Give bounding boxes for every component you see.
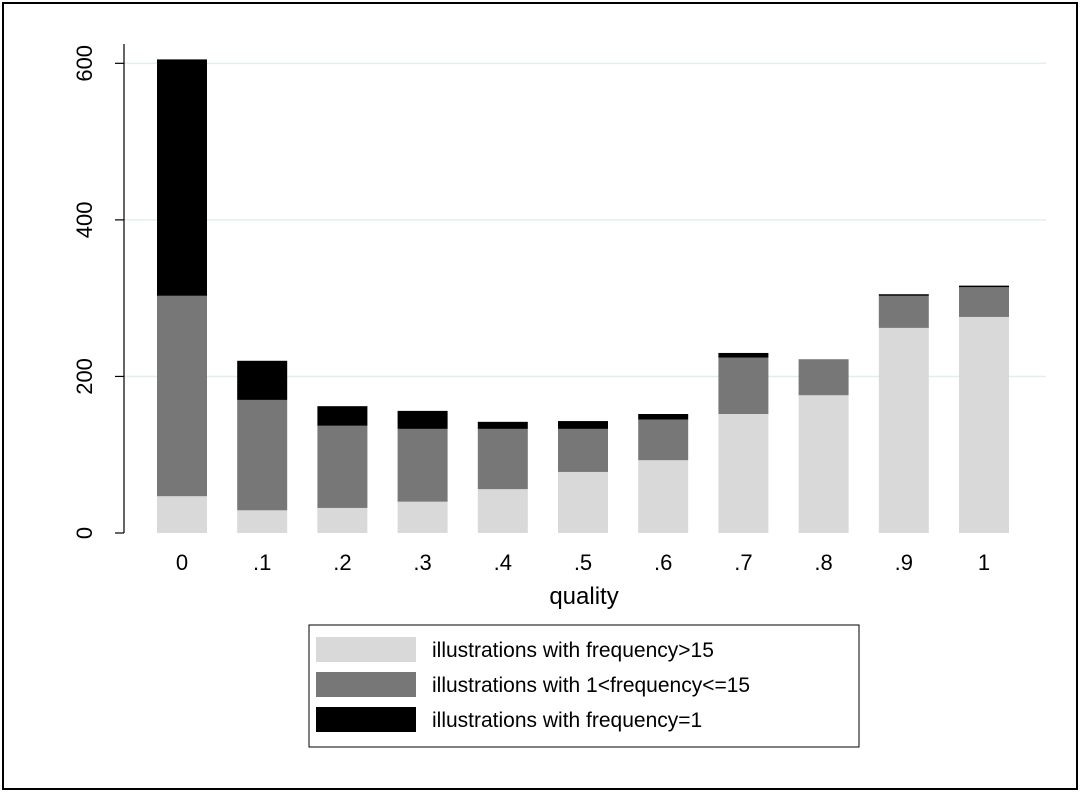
bars <box>157 59 1009 533</box>
bar-segment-s2-7 <box>718 357 769 415</box>
x-tick-label: .2 <box>333 550 351 575</box>
x-axis-ticks: 0 .1 .2 .3 .4 .5 .6 .7 .8 .9 1 <box>176 550 990 575</box>
x-tick-label: .9 <box>895 550 913 575</box>
bar-segment-s1-3 <box>397 501 448 533</box>
bar-segment-s3-2 <box>317 406 368 426</box>
bar-segment-s1-6 <box>638 460 689 533</box>
bar-segment-s3-6 <box>638 414 689 420</box>
bar-segment-s3-0 <box>157 59 207 296</box>
y-tick-label: 200 <box>72 358 97 395</box>
bar-segment-s1-7 <box>718 414 769 533</box>
bar-segment-s2-2 <box>317 425 368 508</box>
bar-segment-s2-5 <box>558 428 608 472</box>
bar-segment-s2-8 <box>798 359 849 396</box>
legend-label-2: illustrations with 1<frequency<=15 <box>432 674 750 697</box>
x-tick-label: .7 <box>734 550 752 575</box>
bar-segment-s1-9 <box>878 327 929 533</box>
bar-segment-s1-8 <box>798 395 849 533</box>
bar-segment-s1-2 <box>317 507 368 533</box>
bar-segment-s2-1 <box>237 399 288 511</box>
legend-label-1: illustrations with frequency>15 <box>432 639 714 662</box>
bar-segment-s1-10 <box>959 316 1009 533</box>
x-tick-label: 1 <box>978 550 990 575</box>
bar-segment-s1-5 <box>558 471 608 533</box>
bar-segment-s3-4 <box>477 421 528 429</box>
bar-segment-s3-1 <box>237 360 288 400</box>
bar-segment-s3-3 <box>397 410 448 429</box>
bar-segment-s2-0 <box>157 295 207 497</box>
legend-label-3: illustrations with frequency=1 <box>432 709 702 732</box>
legend-swatch-1 <box>316 637 416 662</box>
x-tick-label: .8 <box>814 550 832 575</box>
legend-swatch-3 <box>316 707 416 732</box>
bar-segment-s1-0 <box>157 496 207 533</box>
y-tick-label: 400 <box>72 202 97 239</box>
bar-segment-s1-4 <box>477 489 528 533</box>
bar-segment-s2-6 <box>638 419 689 461</box>
bar-segment-s2-4 <box>477 428 528 490</box>
x-tick-label: .6 <box>654 550 672 575</box>
bar-segment-s3-9 <box>878 294 929 296</box>
bar-segment-s3-5 <box>558 421 608 429</box>
bar-segment-s3-10 <box>959 285 1009 288</box>
x-axis-title: quality <box>549 583 618 610</box>
bar-segment-s1-1 <box>237 510 288 533</box>
y-tick-label: 0 <box>72 527 97 539</box>
x-tick-label: .1 <box>253 550 271 575</box>
y-tick-label: 600 <box>72 45 97 82</box>
x-tick-label: .4 <box>494 550 512 575</box>
x-tick-label: 0 <box>176 550 188 575</box>
y-axis-ticks: 0 200 400 600 <box>72 45 124 539</box>
legend: illustrations with frequency>15 illustrat… <box>308 624 860 748</box>
bar-segment-s3-7 <box>718 352 769 358</box>
bar-segment-s2-10 <box>959 287 1009 317</box>
x-tick-label: .3 <box>413 550 431 575</box>
bar-segment-s2-9 <box>878 295 929 328</box>
bar-segment-s2-3 <box>397 428 448 502</box>
legend-swatch-2 <box>316 672 416 697</box>
x-tick-label: .5 <box>574 550 592 575</box>
